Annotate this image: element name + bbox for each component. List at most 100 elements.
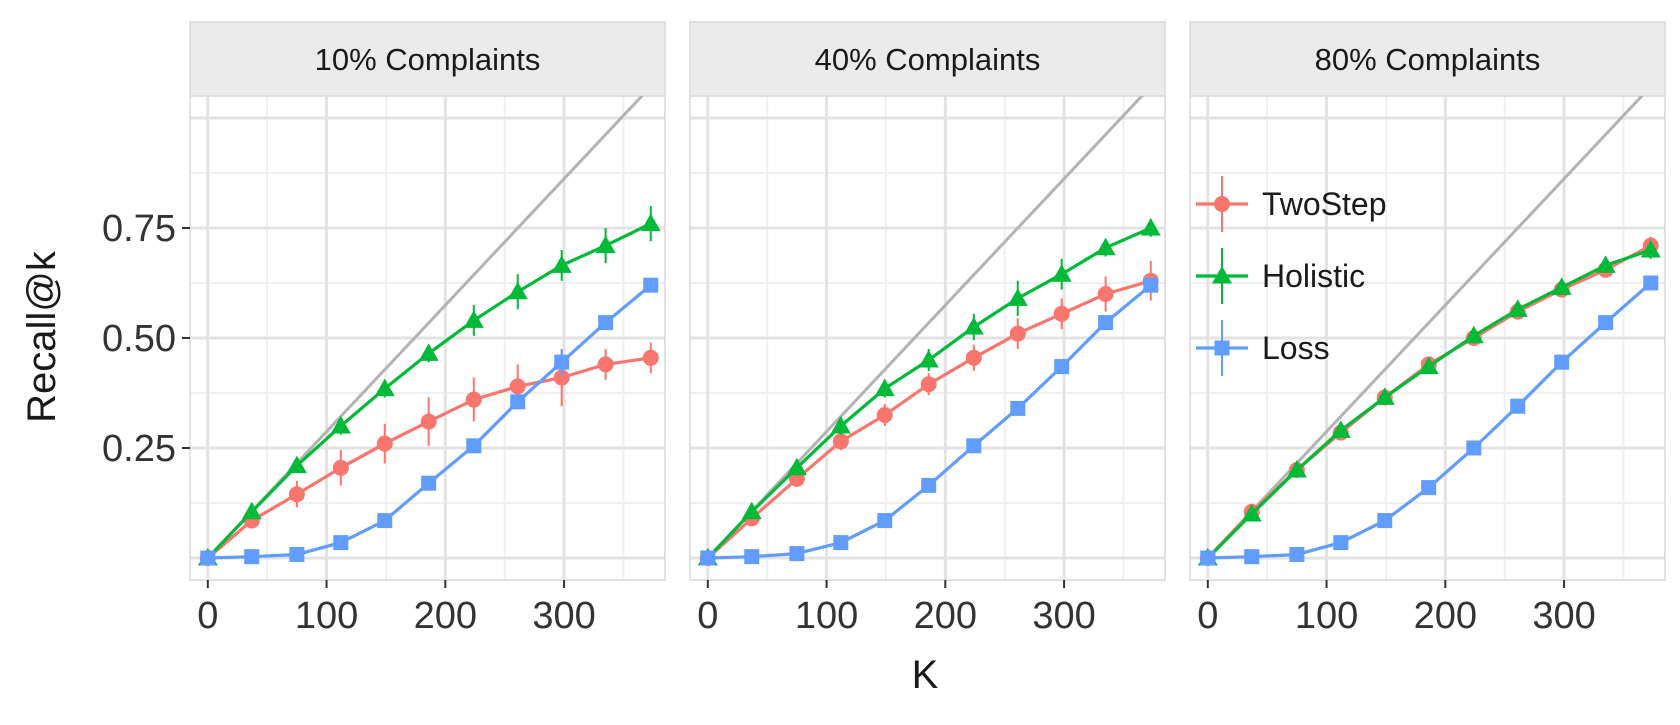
data-point (642, 349, 659, 366)
panel-title: 80% Complaints (1315, 42, 1541, 77)
data-point (510, 394, 526, 410)
panel-3: 80% Complaints 0 100 200 300 (1189, 21, 1666, 637)
series-holistic (197, 206, 661, 566)
y-tick-label: 0.25 (102, 428, 176, 470)
data-point (1551, 277, 1572, 295)
data-point (463, 310, 484, 328)
data-point (963, 317, 984, 335)
x-tick-label: 0 (197, 595, 218, 637)
data-point (1374, 387, 1395, 405)
data-point (465, 391, 482, 408)
data-point (1009, 325, 1026, 342)
x-tick-label: 200 (1414, 595, 1477, 637)
data-point (507, 281, 528, 300)
reference-line (706, 96, 1144, 560)
data-point (1095, 237, 1116, 256)
legend-key-marker (1214, 340, 1230, 356)
data-point (1421, 480, 1437, 496)
legend-label: TwoStep (1262, 186, 1387, 222)
data-point (918, 350, 939, 368)
data-point (597, 356, 614, 373)
panel-strip (189, 21, 666, 97)
data-point (332, 459, 349, 476)
y-tick-label: 0.75 (102, 208, 176, 250)
data-point (376, 435, 393, 452)
x-tick-label: 200 (914, 595, 977, 637)
x-tick-label: 0 (1197, 595, 1218, 637)
series-loss (1200, 275, 1659, 566)
data-point (965, 349, 982, 366)
x-tick-label: 300 (532, 595, 595, 637)
data-point (1330, 420, 1351, 438)
x-tick-label: 300 (1032, 595, 1095, 637)
data-point (241, 501, 262, 520)
data-point (1098, 315, 1114, 331)
grid (690, 96, 1165, 580)
data-point (1507, 299, 1528, 317)
data-point (786, 457, 807, 476)
x-tick-label: 100 (1295, 595, 1358, 637)
data-point (1286, 460, 1307, 478)
data-point (1466, 440, 1482, 456)
data-point (1143, 277, 1159, 293)
data-point (1051, 264, 1072, 282)
data-point (421, 475, 437, 491)
data-point (876, 407, 893, 423)
legend-label: Holistic (1262, 258, 1365, 294)
data-point (1007, 288, 1028, 306)
data-point (874, 378, 895, 397)
panel-title: 40% Complaints (815, 42, 1041, 77)
data-point (1463, 325, 1484, 344)
data-point (1643, 275, 1659, 291)
data-point (833, 535, 849, 551)
data-point (1241, 504, 1262, 522)
x-tick-label: 200 (414, 595, 477, 637)
panel-border (1189, 95, 1666, 581)
x-tick-label: 300 (1532, 595, 1595, 637)
data-point (1244, 549, 1260, 565)
data-point (830, 416, 851, 434)
data-point (1554, 354, 1570, 370)
data-point (1418, 356, 1439, 375)
legend-item-twostep: TwoStep (1196, 176, 1387, 232)
grid (190, 96, 665, 580)
data-point (1200, 550, 1216, 566)
legend-item-holistic: Holistic (1196, 248, 1365, 304)
legend-key-marker (1212, 266, 1232, 284)
data-point (286, 455, 307, 474)
reference-line (1206, 96, 1644, 560)
panel-border (689, 95, 1166, 581)
panel-1: 10% Complaints 0 100 200 300 0.25 0.50 0.75 (102, 21, 666, 637)
data-point (554, 354, 570, 370)
data-point (288, 486, 305, 503)
data-point (1640, 240, 1661, 258)
data-point (1054, 359, 1070, 375)
x-tick-label: 100 (295, 595, 358, 637)
data-point (374, 378, 395, 397)
data-point (1140, 218, 1161, 236)
data-point (1510, 398, 1526, 414)
x-axis-label: K (912, 653, 939, 697)
data-point (377, 513, 393, 529)
data-point (244, 549, 260, 565)
y-tick-label: 0.50 (102, 318, 176, 360)
data-point (1289, 546, 1305, 562)
panel-strip (1189, 21, 1666, 97)
data-point (789, 546, 805, 562)
data-point (1595, 255, 1616, 273)
data-point (553, 369, 570, 386)
data-point (509, 378, 526, 395)
x-tick-label: 0 (697, 595, 718, 637)
data-point (551, 255, 572, 273)
panels-layer: 10% Complaints 0 100 200 300 0.25 0.50 0.75 40% … (102, 21, 1666, 637)
data-point (1053, 305, 1070, 322)
data-point (289, 546, 305, 562)
data-point (877, 513, 893, 529)
panel-title: 10% Complaints (315, 42, 541, 77)
legend-item-loss: Loss (1196, 320, 1330, 376)
data-point (921, 477, 937, 493)
data-point (333, 535, 349, 551)
data-point (640, 213, 661, 232)
